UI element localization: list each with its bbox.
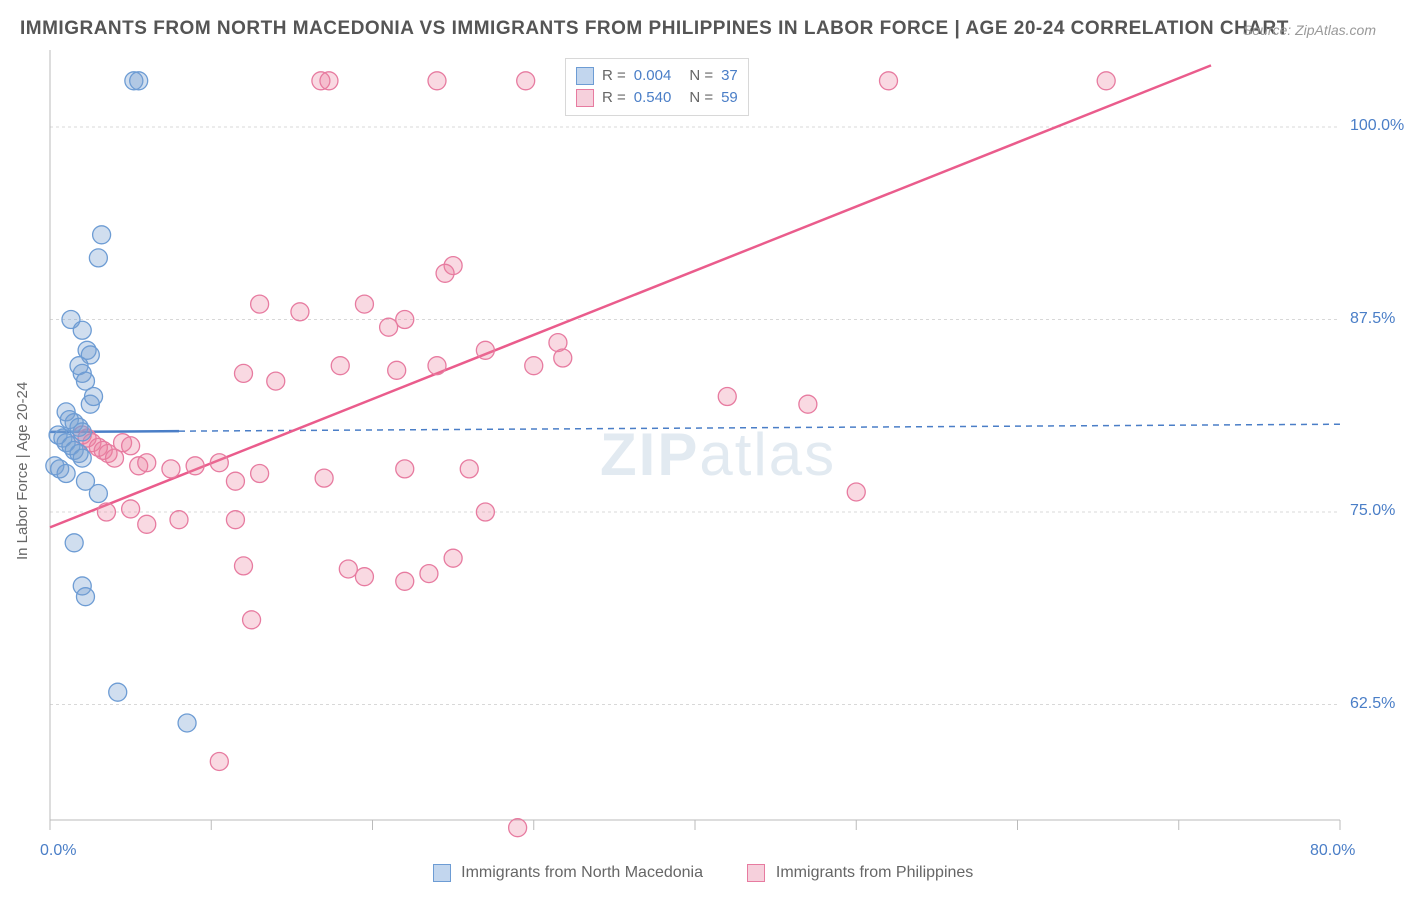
legend-r-label: R = — [602, 65, 626, 87]
x-tick-label: 80.0% — [1310, 842, 1355, 860]
y-tick-label: 62.5% — [1350, 695, 1395, 713]
y-tick-label: 87.5% — [1350, 310, 1395, 328]
legend-swatch-series1 — [576, 67, 594, 85]
legend-swatch-series2 — [576, 89, 594, 107]
y-tick-label: 75.0% — [1350, 502, 1395, 520]
legend-n-value-series2: 59 — [721, 87, 738, 109]
legend-bottom: Immigrants from North Macedonia Immigran… — [0, 864, 1406, 882]
legend-r-value-series2: 0.540 — [634, 87, 672, 109]
y-axis-label: In Labor Force | Age 20-24 — [14, 382, 31, 560]
source-attribution: Source: ZipAtlas.com — [1243, 22, 1376, 38]
legend-row-series1: R = 0.004 N = 37 — [576, 65, 738, 87]
x-tick-label: 0.0% — [40, 842, 76, 860]
legend-item-series2: Immigrants from Philippines — [747, 864, 973, 882]
y-tick-label: 100.0% — [1350, 117, 1404, 135]
legend-item-series1: Immigrants from North Macedonia — [433, 864, 703, 882]
legend-swatch-bottom-series1 — [433, 864, 451, 882]
legend-n-value-series1: 37 — [721, 65, 738, 87]
legend-label-series2: Immigrants from Philippines — [776, 864, 973, 881]
correlation-legend-box: R = 0.004 N = 37 R = 0.540 N = 59 — [565, 58, 749, 116]
legend-swatch-bottom-series2 — [747, 864, 765, 882]
legend-r-value-series1: 0.004 — [634, 65, 672, 87]
legend-n-label: N = — [689, 87, 713, 109]
legend-row-series2: R = 0.540 N = 59 — [576, 87, 738, 109]
legend-label-series1: Immigrants from North Macedonia — [461, 864, 703, 881]
correlation-chart — [0, 0, 1406, 892]
chart-title: IMMIGRANTS FROM NORTH MACEDONIA VS IMMIG… — [20, 18, 1289, 40]
legend-r-label: R = — [602, 87, 626, 109]
legend-n-label: N = — [689, 65, 713, 87]
